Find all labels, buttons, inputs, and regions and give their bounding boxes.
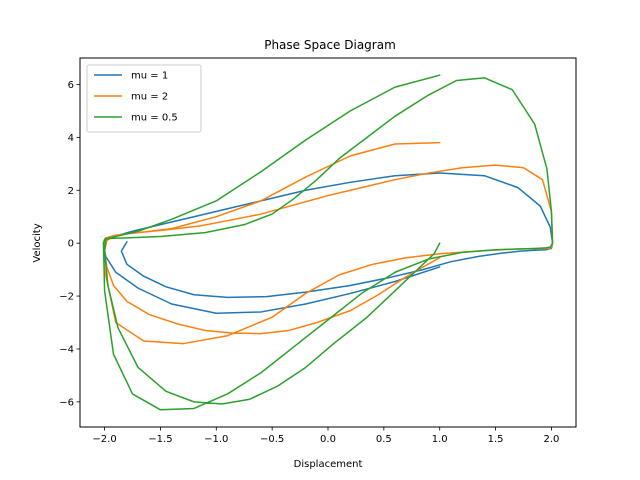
x-tick-label: −1.0 xyxy=(204,434,228,445)
x-axis-ticks: −2.0 −1.5 −1.0 −0.5 0.0 0.5 1.0 1.5 2.0 xyxy=(92,427,559,445)
chart-title: Phase Space Diagram xyxy=(264,38,396,52)
x-tick-label: 1.5 xyxy=(488,434,504,445)
legend-label-1: mu = 1 xyxy=(131,71,168,82)
y-tick-label: 6 xyxy=(68,80,74,91)
series-layer xyxy=(102,74,554,411)
x-axis-label: Displacement xyxy=(294,459,363,470)
x-tick-label: −2.0 xyxy=(92,434,116,445)
x-tick-label: −0.5 xyxy=(260,434,284,445)
legend-box xyxy=(86,64,202,133)
series-line-2 xyxy=(102,141,554,345)
legend-label-3: mu = 0.5 xyxy=(131,113,178,124)
legend: mu = 1 mu = 2 mu = 0.5 xyxy=(86,64,202,133)
x-tick-label: −1.5 xyxy=(148,434,172,445)
y-axis-ticks: −6 −4 −2 0 2 4 6 xyxy=(59,80,80,408)
legend-label-2: mu = 2 xyxy=(131,92,168,103)
y-tick-label: −6 xyxy=(59,397,74,408)
series-line-3 xyxy=(102,74,554,411)
y-tick-label: 0 xyxy=(68,239,74,250)
y-axis-label: Velocity xyxy=(32,223,43,262)
series-line-1 xyxy=(102,172,554,315)
legend-entries: mu = 1 mu = 2 mu = 0.5 xyxy=(94,71,178,124)
y-tick-label: −4 xyxy=(59,344,74,355)
y-tick-label: −2 xyxy=(59,292,74,303)
x-tick-label: 0.0 xyxy=(320,434,336,445)
x-tick-label: 2.0 xyxy=(543,434,559,445)
y-tick-label: 2 xyxy=(68,186,74,197)
y-tick-label: 4 xyxy=(68,133,74,144)
x-tick-label: 0.5 xyxy=(376,434,392,445)
x-tick-label: 1.0 xyxy=(432,434,448,445)
